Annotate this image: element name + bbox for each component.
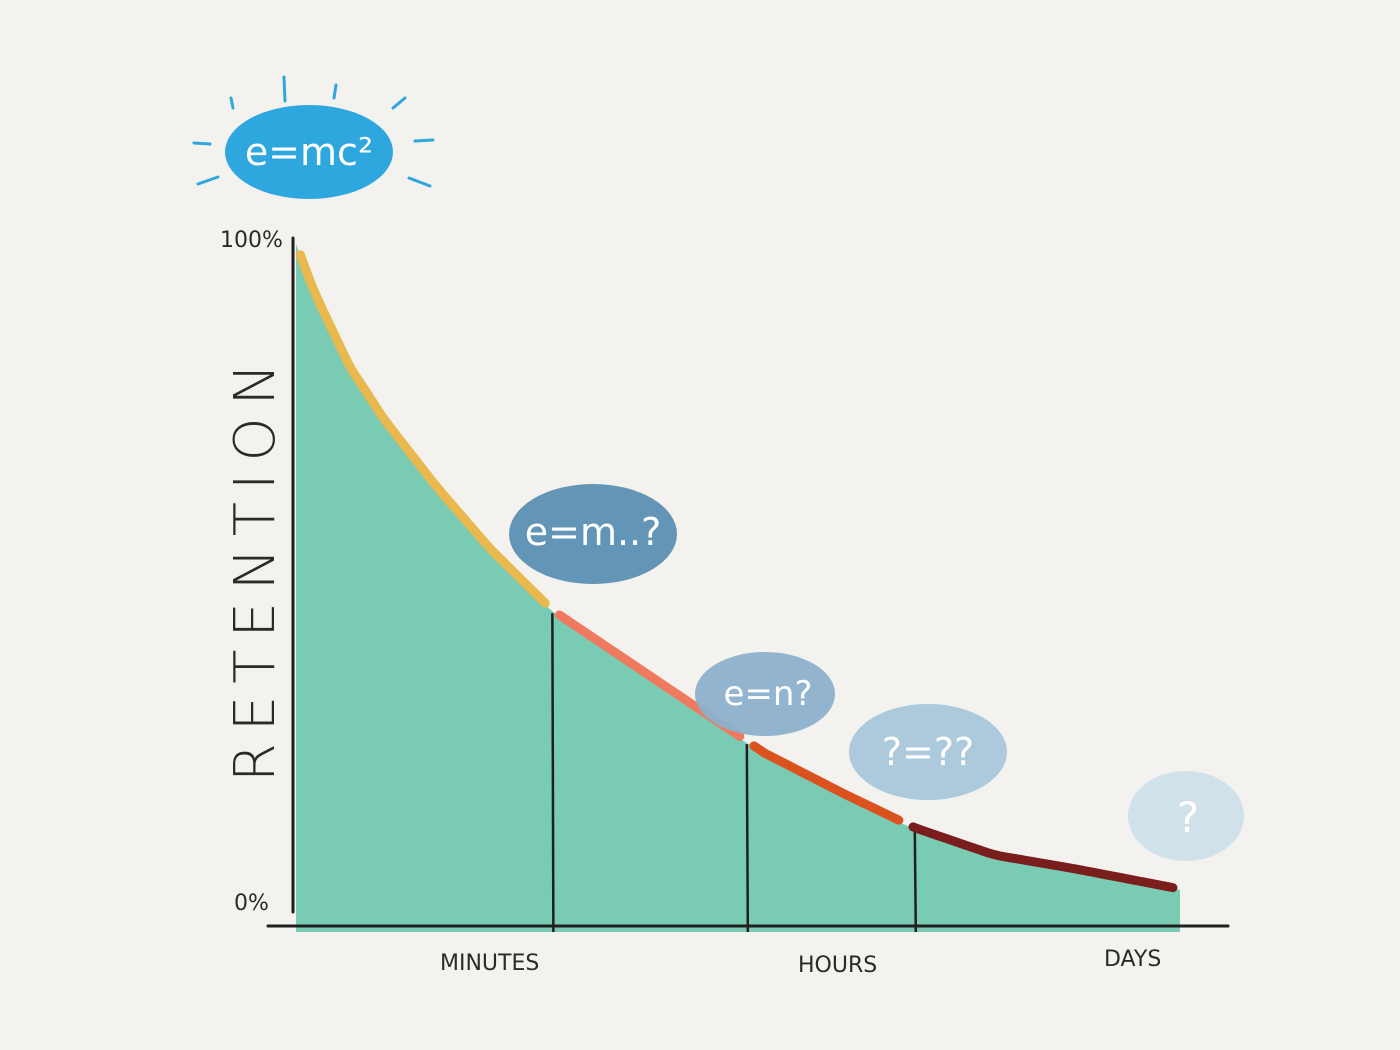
time-divider-1 <box>551 613 555 933</box>
x-tick-minutes: MINUTES <box>440 951 539 976</box>
curve-segment-1 <box>295 250 550 608</box>
thought-bubble-3-text: ?=?? <box>882 730 974 774</box>
thought-bubble-1 <box>509 484 677 584</box>
x-tick-days: DAYS <box>1104 947 1161 972</box>
thought-bubble-2 <box>695 652 835 736</box>
y-tick-0: 0% <box>234 891 269 916</box>
curve-segment-4 <box>908 822 1178 893</box>
retention-area <box>296 244 1180 932</box>
idea-bubble-text: e=mc² <box>245 130 373 174</box>
y-tick-100: 100% <box>220 228 283 253</box>
sun-icon <box>192 75 435 188</box>
thought-bubble-4-text: ? <box>1177 793 1199 842</box>
thought-bubble-2-text: e=n? <box>723 674 812 714</box>
thought-bubble-3 <box>849 704 1007 800</box>
time-divider-3 <box>913 830 918 933</box>
thought-bubble-4 <box>1128 771 1244 861</box>
y-axis-label: RETENTION <box>223 352 288 782</box>
thought-bubble-1-text: e=m..? <box>525 510 662 554</box>
curve-segment-3 <box>749 741 904 825</box>
time-divider-2 <box>745 744 750 933</box>
x-tick-hours: HOURS <box>798 953 877 978</box>
idea-bubble <box>225 105 393 199</box>
